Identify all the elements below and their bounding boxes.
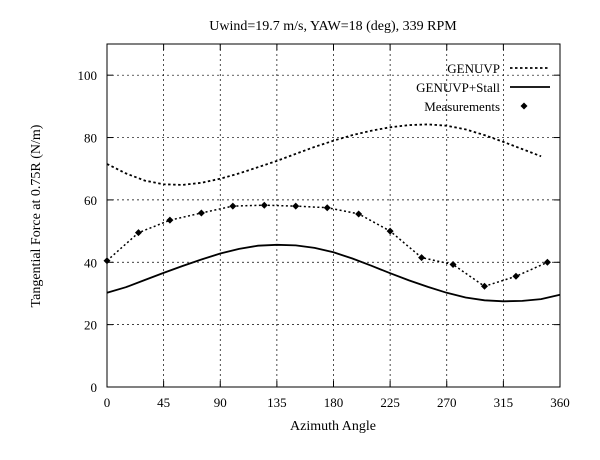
data-point-measurements xyxy=(260,201,268,209)
legend-label-genuvp-stall: GENUVP+Stall xyxy=(416,80,500,95)
data-point-measurements xyxy=(543,258,551,266)
data-point-measurements xyxy=(449,260,457,268)
y-tick-label: 60 xyxy=(84,193,97,208)
legend-label-genuvp: GENUVP xyxy=(447,61,500,76)
x-tick-label: 270 xyxy=(437,395,457,410)
y-tick-label: 40 xyxy=(84,255,97,270)
data-point-measurements xyxy=(134,229,142,237)
x-tick-label: 315 xyxy=(494,395,514,410)
data-point-measurements xyxy=(229,202,237,210)
x-tick-label: 135 xyxy=(267,395,287,410)
legend-label-measurements: Measurements xyxy=(424,99,500,114)
legend-swatch-measurements xyxy=(520,102,528,110)
series-line-measurements xyxy=(106,204,548,288)
grid-lines xyxy=(107,44,560,387)
x-tick-label: 0 xyxy=(104,395,111,410)
x-tick-label: 225 xyxy=(380,395,400,410)
data-point-measurements xyxy=(323,204,331,212)
series-genuvp-stall xyxy=(106,243,561,303)
legend: GENUVP GENUVP+Stall Measurements xyxy=(416,61,550,114)
data-point-measurements xyxy=(103,257,111,265)
data-point-measurements xyxy=(292,202,300,210)
y-axis-label: Tangential Force at 0.75R (N/m) xyxy=(29,124,44,307)
data-point-measurements xyxy=(197,209,205,217)
y-tick-label: 80 xyxy=(84,131,97,146)
series-line-genuvp-stall xyxy=(106,243,561,303)
x-tick-label: 360 xyxy=(550,395,570,410)
chart-title: Uwind=19.7 m/s, YAW=18 (deg), 339 RPM xyxy=(209,19,457,34)
data-point-measurements xyxy=(481,282,488,290)
series-layer xyxy=(103,123,561,303)
x-axis-label: Azimuth Angle xyxy=(290,419,376,434)
axes: 0 45 90 135 180 225 270 315 360 0 20 40 60 80 100 xyxy=(78,43,570,410)
y-tick-label: 20 xyxy=(84,318,97,333)
data-point-measurements xyxy=(166,216,174,224)
x-tick-label: 180 xyxy=(324,395,344,410)
data-point-measurements xyxy=(418,254,426,262)
data-point-measurements xyxy=(355,210,363,218)
series-genuvp xyxy=(106,123,542,186)
data-point-measurements xyxy=(512,272,520,280)
y-tick-label: 100 xyxy=(78,68,98,83)
y-tick-label: 0 xyxy=(91,380,98,395)
x-tick-label: 45 xyxy=(157,395,170,410)
series-line-genuvp xyxy=(106,123,542,186)
data-point-measurements xyxy=(386,227,394,235)
x-tick-label: 90 xyxy=(214,395,227,410)
series-measurements xyxy=(103,201,551,290)
